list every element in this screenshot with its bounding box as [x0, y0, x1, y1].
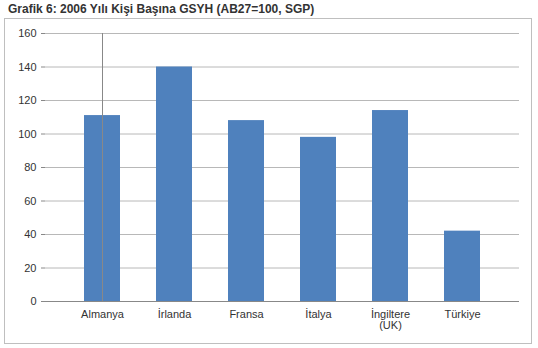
svg-text:80: 80	[24, 161, 36, 173]
svg-text:İtalya: İtalya	[305, 308, 332, 320]
svg-text:160: 160	[18, 27, 36, 39]
svg-text:40: 40	[24, 228, 36, 240]
svg-text:60: 60	[24, 195, 36, 207]
svg-text:140: 140	[18, 61, 36, 73]
svg-text:Fransa: Fransa	[229, 308, 264, 320]
svg-text:0: 0	[30, 295, 36, 307]
svg-text:100: 100	[18, 128, 36, 140]
svg-text:Türkiye: Türkiye	[444, 308, 480, 320]
svg-text:İngiltere(UK): İngiltere(UK)	[371, 308, 410, 331]
svg-text:İrlanda: İrlanda	[158, 308, 193, 320]
svg-text:20: 20	[24, 262, 36, 274]
svg-text:120: 120	[18, 94, 36, 106]
svg-text:Almanya: Almanya	[81, 308, 125, 320]
html-text:Grafik 6: 2006 Yılı Kişi Başın: Grafik 6: 2006 Yılı Kişi Başına GSYH (AB…	[8, 2, 315, 16]
